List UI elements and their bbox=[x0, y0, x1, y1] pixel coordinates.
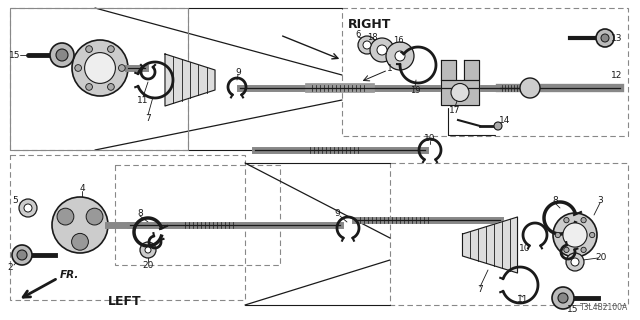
Circle shape bbox=[363, 41, 371, 49]
Circle shape bbox=[118, 65, 125, 71]
Circle shape bbox=[86, 84, 92, 90]
Text: 12: 12 bbox=[611, 70, 622, 79]
Text: 8: 8 bbox=[552, 196, 558, 204]
Text: 17: 17 bbox=[449, 106, 461, 115]
Bar bbox=[10, 8, 188, 150]
Circle shape bbox=[395, 51, 405, 61]
Text: 9: 9 bbox=[235, 68, 241, 76]
Circle shape bbox=[377, 45, 387, 55]
Text: 8: 8 bbox=[137, 209, 143, 218]
Circle shape bbox=[57, 208, 74, 225]
Polygon shape bbox=[463, 217, 518, 273]
Text: 1: 1 bbox=[387, 63, 393, 73]
Circle shape bbox=[386, 42, 414, 70]
Text: 20: 20 bbox=[142, 260, 154, 269]
Circle shape bbox=[601, 34, 609, 42]
Circle shape bbox=[581, 247, 586, 252]
Text: 11: 11 bbox=[137, 95, 148, 105]
Text: 20: 20 bbox=[595, 253, 607, 262]
Text: 5: 5 bbox=[12, 196, 18, 204]
Bar bbox=[10, 8, 188, 150]
Circle shape bbox=[108, 84, 115, 90]
Circle shape bbox=[564, 218, 569, 223]
Circle shape bbox=[140, 242, 156, 258]
Text: 2: 2 bbox=[7, 263, 13, 273]
Circle shape bbox=[370, 38, 394, 62]
Text: RIGHT: RIGHT bbox=[348, 18, 392, 31]
Bar bbox=[390, 163, 628, 305]
Circle shape bbox=[566, 253, 584, 271]
Circle shape bbox=[86, 208, 103, 225]
Circle shape bbox=[558, 293, 568, 303]
Circle shape bbox=[12, 245, 32, 265]
Circle shape bbox=[17, 250, 27, 260]
Circle shape bbox=[589, 232, 595, 238]
Text: FR.: FR. bbox=[60, 270, 79, 280]
Circle shape bbox=[571, 258, 579, 266]
Text: 13: 13 bbox=[611, 34, 622, 43]
Text: 10: 10 bbox=[424, 133, 436, 142]
Circle shape bbox=[581, 218, 586, 223]
Circle shape bbox=[556, 232, 561, 238]
Polygon shape bbox=[441, 60, 456, 80]
Circle shape bbox=[564, 247, 569, 252]
Text: 6: 6 bbox=[355, 29, 361, 38]
Text: 15: 15 bbox=[567, 306, 579, 315]
Text: T3L4B2100A: T3L4B2100A bbox=[580, 303, 628, 312]
Polygon shape bbox=[441, 80, 479, 105]
Circle shape bbox=[86, 46, 92, 52]
Circle shape bbox=[358, 36, 376, 54]
Polygon shape bbox=[464, 60, 479, 80]
Circle shape bbox=[75, 65, 81, 71]
Circle shape bbox=[50, 43, 74, 67]
Circle shape bbox=[451, 84, 469, 101]
Bar bbox=[115, 165, 280, 265]
Text: 4: 4 bbox=[79, 183, 85, 193]
Text: 9: 9 bbox=[334, 209, 340, 218]
Circle shape bbox=[596, 29, 614, 47]
Circle shape bbox=[563, 223, 587, 247]
Circle shape bbox=[19, 199, 37, 217]
Circle shape bbox=[72, 40, 128, 96]
Text: 18: 18 bbox=[367, 33, 378, 42]
Circle shape bbox=[553, 213, 597, 257]
Circle shape bbox=[72, 233, 88, 250]
Text: 14: 14 bbox=[499, 116, 511, 124]
Text: 10: 10 bbox=[519, 244, 531, 252]
Circle shape bbox=[520, 78, 540, 98]
Circle shape bbox=[108, 46, 115, 52]
Polygon shape bbox=[165, 54, 215, 106]
Circle shape bbox=[24, 204, 32, 212]
Text: 3: 3 bbox=[597, 196, 603, 204]
Text: 15: 15 bbox=[9, 51, 20, 60]
Circle shape bbox=[52, 197, 108, 253]
Text: 19: 19 bbox=[410, 85, 420, 94]
Text: LEFT: LEFT bbox=[108, 295, 142, 308]
Text: 16: 16 bbox=[393, 36, 403, 44]
Circle shape bbox=[145, 247, 151, 253]
Circle shape bbox=[56, 49, 68, 61]
Text: 11: 11 bbox=[517, 295, 529, 305]
Bar bbox=[342, 8, 628, 136]
Bar bbox=[10, 155, 245, 300]
Circle shape bbox=[494, 122, 502, 130]
Text: 7: 7 bbox=[477, 285, 483, 294]
Circle shape bbox=[552, 287, 574, 309]
Text: 7: 7 bbox=[145, 114, 151, 123]
Circle shape bbox=[84, 52, 115, 84]
